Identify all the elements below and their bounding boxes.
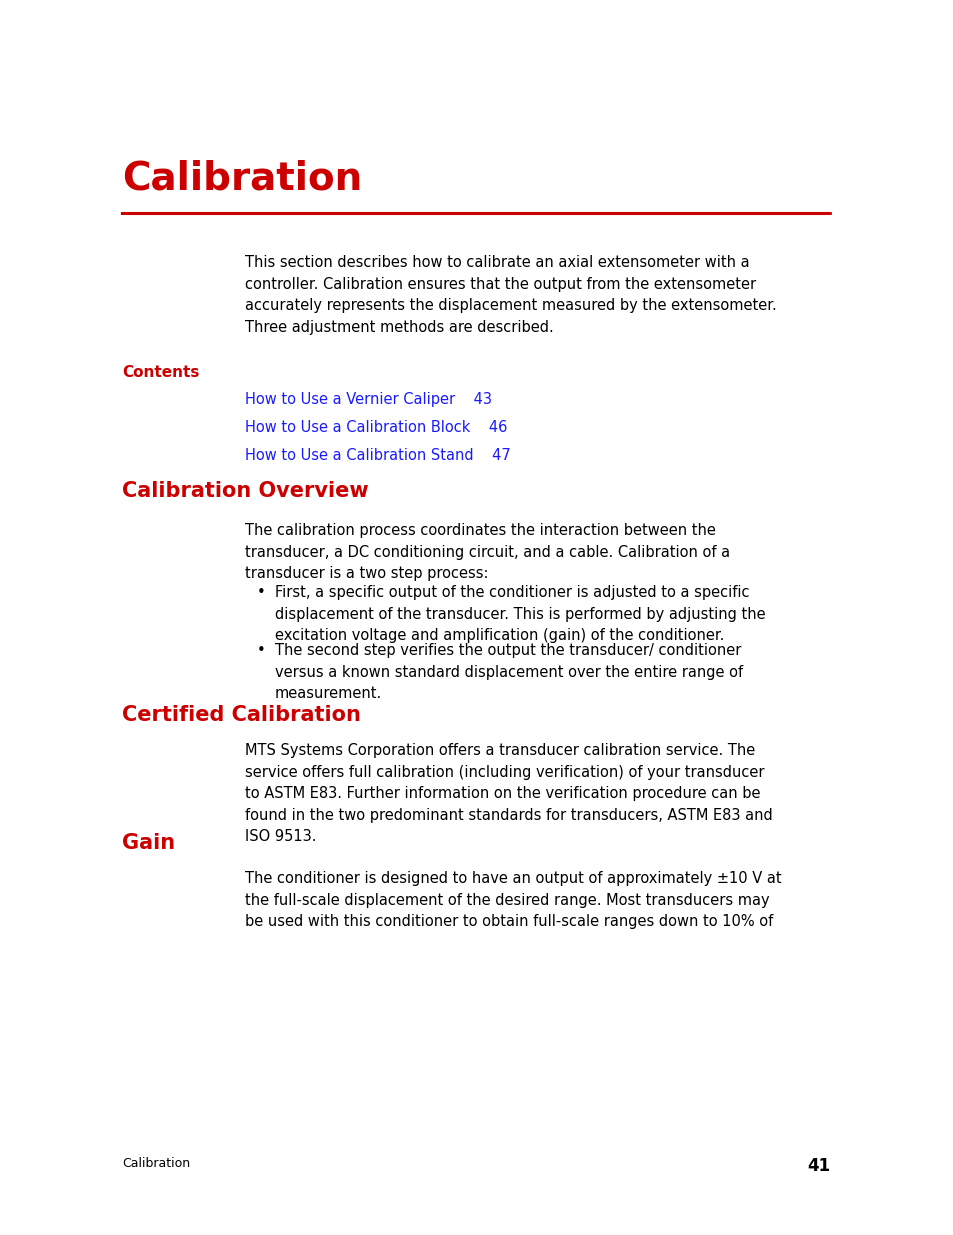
Text: The second step verifies the output the transducer/ conditioner
versus a known s: The second step verifies the output the …: [274, 643, 742, 701]
Text: How to Use a Calibration Block    46: How to Use a Calibration Block 46: [245, 420, 507, 435]
Text: The calibration process coordinates the interaction between the
transducer, a DC: The calibration process coordinates the …: [245, 522, 729, 582]
Text: •: •: [256, 643, 266, 658]
Text: This section describes how to calibrate an axial extensometer with a
controller.: This section describes how to calibrate …: [245, 254, 776, 335]
Text: Calibration Overview: Calibration Overview: [122, 480, 368, 501]
Text: First, a specific output of the conditioner is adjusted to a specific
displaceme: First, a specific output of the conditio…: [274, 585, 765, 643]
Text: The conditioner is designed to have an output of approximately ±10 V at
the full: The conditioner is designed to have an o…: [245, 871, 781, 929]
Text: How to Use a Calibration Stand    47: How to Use a Calibration Stand 47: [245, 448, 510, 463]
Text: •: •: [256, 585, 266, 600]
Text: How to Use a Vernier Caliper    43: How to Use a Vernier Caliper 43: [245, 391, 492, 408]
Text: MTS Systems Corporation offers a transducer calibration service. The
service off: MTS Systems Corporation offers a transdu…: [245, 743, 772, 845]
Text: Calibration: Calibration: [122, 1157, 190, 1170]
Text: Contents: Contents: [122, 366, 199, 380]
Text: Certified Calibration: Certified Calibration: [122, 705, 360, 725]
Text: Gain: Gain: [122, 832, 175, 853]
Text: 41: 41: [806, 1157, 829, 1174]
Text: Calibration: Calibration: [122, 161, 362, 198]
